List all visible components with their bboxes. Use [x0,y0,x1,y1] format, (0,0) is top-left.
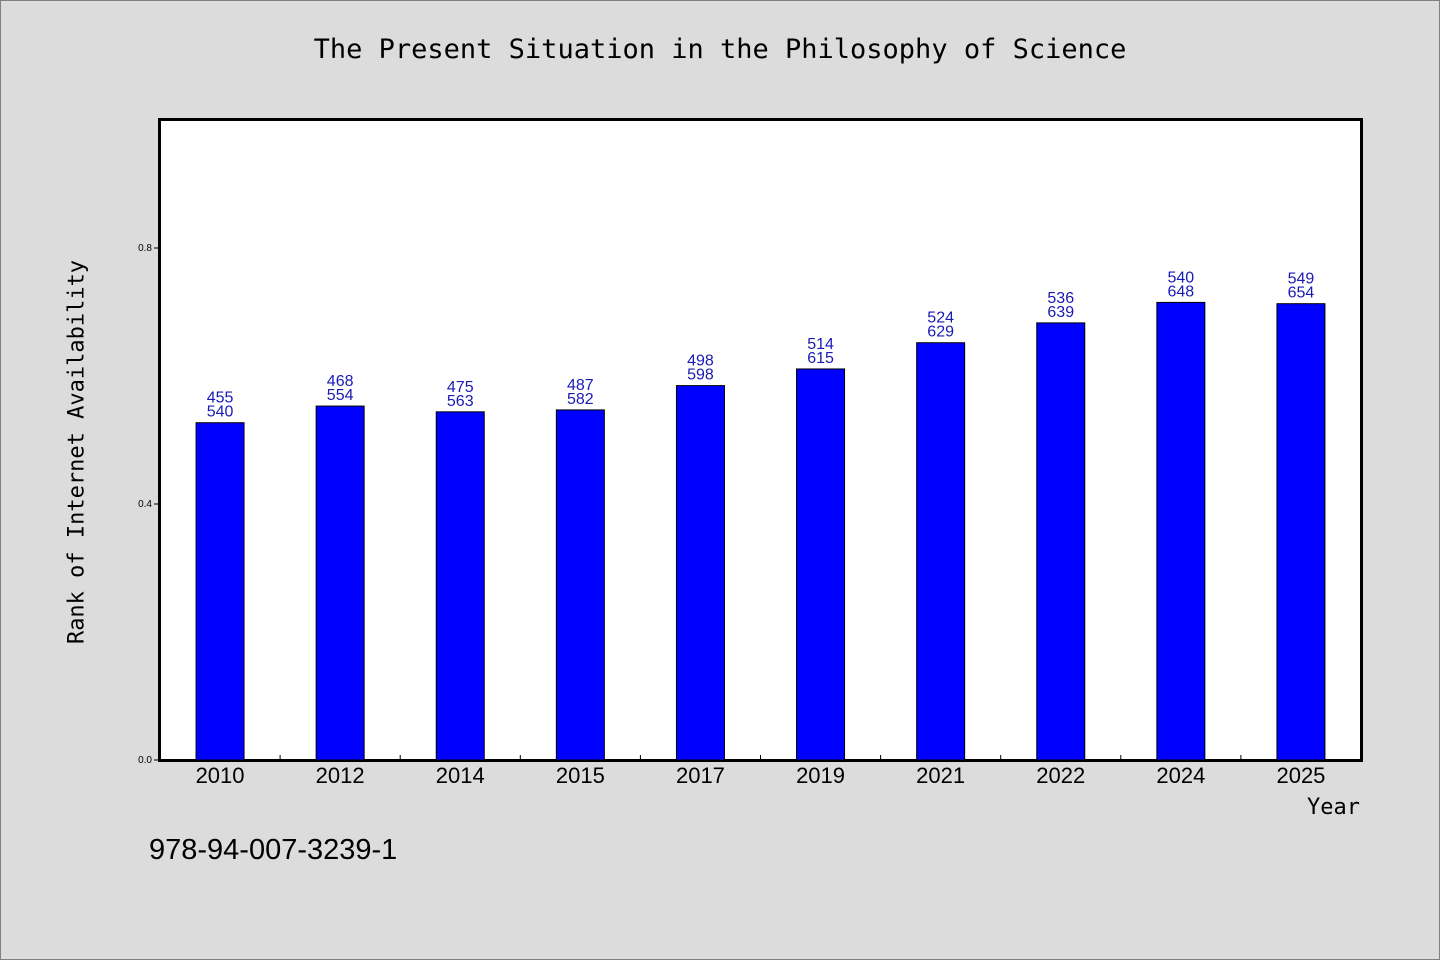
x-tick-label: 2014 [436,763,485,788]
bar-label-top: 475 [447,379,474,396]
bar-2014 [435,411,485,761]
ticks-layer: 2010 2012 2014 2015 2017 2019 2021 2022 2024 2025… [138,243,1325,788]
bar-label-bottom: 554 [327,387,354,404]
bar-2022 [1036,322,1086,761]
bar-label-bottom: 540 [207,404,234,421]
x-tick-label: 2024 [1156,763,1205,788]
bar-label-bottom: 563 [447,393,474,410]
bar-2010 [195,422,245,761]
x-tick-label: 2010 [196,763,245,788]
bar-label-top: 455 [207,390,234,407]
x-tick-label: 2012 [316,763,365,788]
bar-2015 [555,409,605,761]
bar-label-top: 536 [1047,290,1074,307]
chart-title: The Present Situation in the Philosophy … [313,34,1127,65]
bar-2021 [916,342,966,761]
bar-label-bottom: 598 [687,367,714,384]
x-axis-title: Year [1307,795,1360,820]
bar-label-top: 524 [927,310,954,327]
bar-label-bottom: 654 [1288,285,1315,302]
bar-2017 [675,385,725,761]
bar-label-top: 514 [807,336,834,353]
y-tick-label: 0.8 [138,243,152,254]
x-tick-label: 2025 [1276,763,1325,788]
x-tick-label: 2022 [1036,763,1085,788]
bar-2024 [1156,301,1206,761]
bar-2025 [1276,303,1326,761]
x-tick-label: 2019 [796,763,845,788]
bar-2019 [796,368,846,761]
bar-label-top: 549 [1288,271,1315,288]
bar-label-bottom: 648 [1167,283,1194,300]
x-tick-label: 2015 [556,763,605,788]
bar-2012 [315,405,365,761]
bar-label-bottom: 639 [1047,304,1074,321]
y-tick-label: 0.4 [138,499,152,510]
bar-label-bottom: 582 [567,391,594,408]
y-tick-label: 0.0 [138,755,152,766]
bar-label-top: 487 [567,377,594,394]
isbn-text: 978-94-007-3239-1 [149,834,398,866]
bar-label-bottom: 615 [807,350,834,367]
x-tick-label: 2021 [916,763,965,788]
x-tick-label: 2017 [676,763,725,788]
bar-label-bottom: 629 [927,324,954,341]
bar-label-top: 540 [1167,269,1194,286]
bar-label-top: 498 [687,353,714,370]
bar-label-top: 468 [327,373,354,390]
